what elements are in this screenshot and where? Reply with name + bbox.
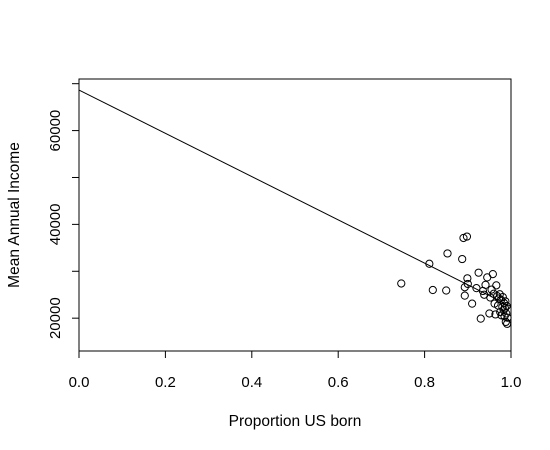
y-tick-label: 60000 [47, 110, 64, 152]
data-point [501, 297, 510, 306]
data-point [476, 314, 485, 323]
data-point [503, 319, 512, 328]
data-point [425, 259, 434, 268]
y-tick-label: 40000 [47, 204, 64, 246]
y-tick-label: 20000 [47, 297, 64, 339]
data-point [501, 317, 510, 327]
data-point [468, 299, 477, 308]
data-points [397, 232, 512, 328]
data-point [488, 269, 497, 279]
plot-frame [78, 78, 512, 352]
data-point [487, 285, 496, 294]
x-tick-label: 0.0 [69, 374, 90, 391]
data-point [492, 281, 501, 290]
data-point [460, 291, 469, 300]
data-point [503, 313, 512, 322]
data-point [500, 304, 510, 313]
data-point [442, 286, 451, 295]
data-point [458, 254, 467, 264]
x-axis: 0.0 0.2 0.4 0.6 0.8 1.0 [69, 351, 522, 391]
data-point [428, 285, 437, 295]
data-point [462, 232, 472, 241]
regression-line [78, 89, 512, 307]
x-tick-label: 0.4 [241, 374, 262, 391]
y-axis-label: Mean Annual Income [6, 142, 23, 288]
data-point [443, 249, 452, 258]
data-point [495, 290, 504, 299]
x-tick-label: 0.6 [328, 374, 349, 391]
data-point [463, 279, 472, 289]
x-tick-label: 0.8 [414, 374, 435, 391]
data-point [397, 279, 406, 288]
y-axis: 20000 40000 60000 [47, 83, 79, 339]
data-point [491, 310, 500, 319]
data-point [498, 292, 507, 302]
data-point [502, 301, 511, 311]
x-tick-label: 1.0 [501, 374, 522, 391]
x-tick-label: 0.2 [155, 374, 176, 391]
x-axis-label: Proportion US born [229, 413, 362, 430]
data-point [499, 299, 509, 308]
data-point [474, 268, 483, 277]
data-point [481, 280, 490, 289]
data-point [463, 274, 472, 283]
data-point [485, 309, 494, 318]
